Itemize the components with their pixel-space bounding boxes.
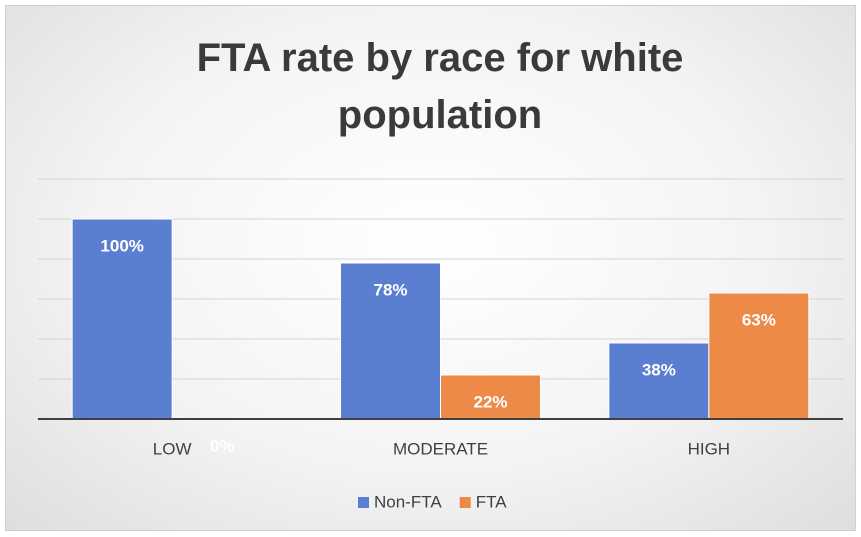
bar	[71, 218, 173, 420]
data-label: 100%	[100, 236, 143, 255]
legend-label: FTA	[476, 492, 508, 511]
x-tick-label: LOW	[153, 439, 192, 458]
legend-swatch	[358, 497, 369, 508]
x-tick-label: HIGH	[688, 439, 731, 458]
bar	[708, 292, 810, 420]
legend-swatch	[459, 497, 471, 508]
bar	[340, 262, 441, 420]
legend-label: Non-FTA	[374, 492, 442, 511]
data-label: 78%	[373, 280, 407, 299]
data-label: 63%	[742, 310, 776, 329]
bar	[608, 342, 710, 420]
data-label: 22%	[473, 392, 507, 411]
chart-title: FTA rate by race for white population	[196, 36, 684, 137]
data-label: 0%	[210, 436, 235, 455]
data-label: 38%	[642, 360, 676, 379]
x-tick-label: MODERATE	[393, 439, 488, 458]
